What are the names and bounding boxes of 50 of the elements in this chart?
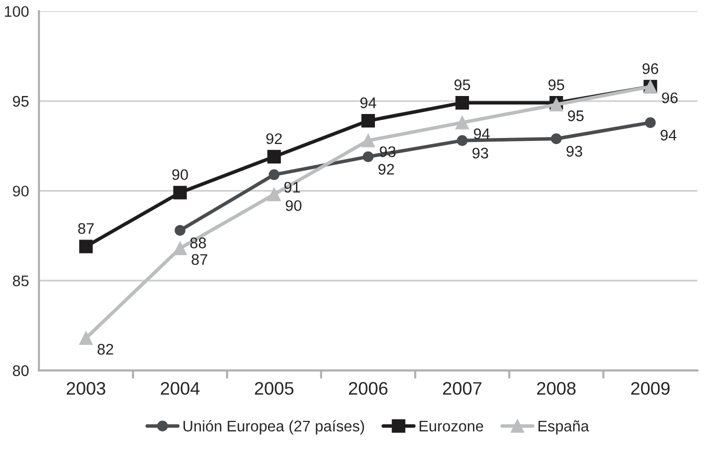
data-label: 96: [662, 92, 678, 104]
point: [456, 135, 468, 146]
point: [361, 134, 375, 148]
point: [79, 240, 93, 254]
x-tick-label: 2008: [537, 382, 576, 395]
y-tick-label: 80: [12, 365, 29, 376]
y-tick-label: 100: [4, 6, 29, 17]
data-label: 94: [474, 128, 490, 140]
data-label: 94: [660, 130, 676, 141]
y-tick-label: 90: [12, 186, 29, 197]
data-label: 90: [172, 169, 188, 180]
point: [644, 117, 656, 128]
x-tick-label: 2004: [160, 382, 200, 395]
data-label: 94: [360, 97, 376, 108]
point: [455, 96, 469, 110]
x-tick-label: 2005: [254, 382, 294, 395]
x-tick-label: 2009: [631, 382, 670, 395]
point: [174, 224, 186, 236]
data-label: 90: [286, 200, 302, 212]
point: [267, 188, 281, 202]
x-tick-label: 2006: [348, 382, 388, 395]
point: [268, 169, 280, 180]
x-tick-label: 2007: [443, 382, 482, 395]
data-label: 95: [568, 110, 584, 122]
y-tick-label: 95: [12, 96, 29, 107]
data-label: 93: [566, 146, 582, 157]
legend-label: España: [538, 420, 590, 435]
point: [79, 331, 93, 345]
point: [173, 186, 187, 200]
point: [550, 133, 562, 144]
data-label: 95: [454, 79, 470, 90]
point: [455, 116, 469, 130]
data-label: 92: [378, 164, 394, 175]
y-tick-label: 85: [12, 275, 29, 286]
x-tick-label: 2003: [66, 382, 106, 395]
data-label: 82: [98, 344, 114, 355]
data-label: 91: [284, 182, 300, 193]
point: [362, 151, 374, 162]
data-label: 95: [548, 79, 564, 90]
data-label: 87: [78, 223, 94, 234]
point: [173, 242, 187, 256]
data-label: 88: [190, 238, 206, 248]
data-label: 92: [266, 133, 282, 144]
legend-label: Eurozone: [420, 420, 484, 432]
data-label: 93: [472, 148, 488, 159]
data-label: 87: [192, 254, 208, 265]
data-label: 96: [642, 63, 658, 74]
point: [267, 150, 281, 164]
point: [361, 114, 375, 128]
legend-label: Unión Europea (27 países): [184, 420, 364, 435]
